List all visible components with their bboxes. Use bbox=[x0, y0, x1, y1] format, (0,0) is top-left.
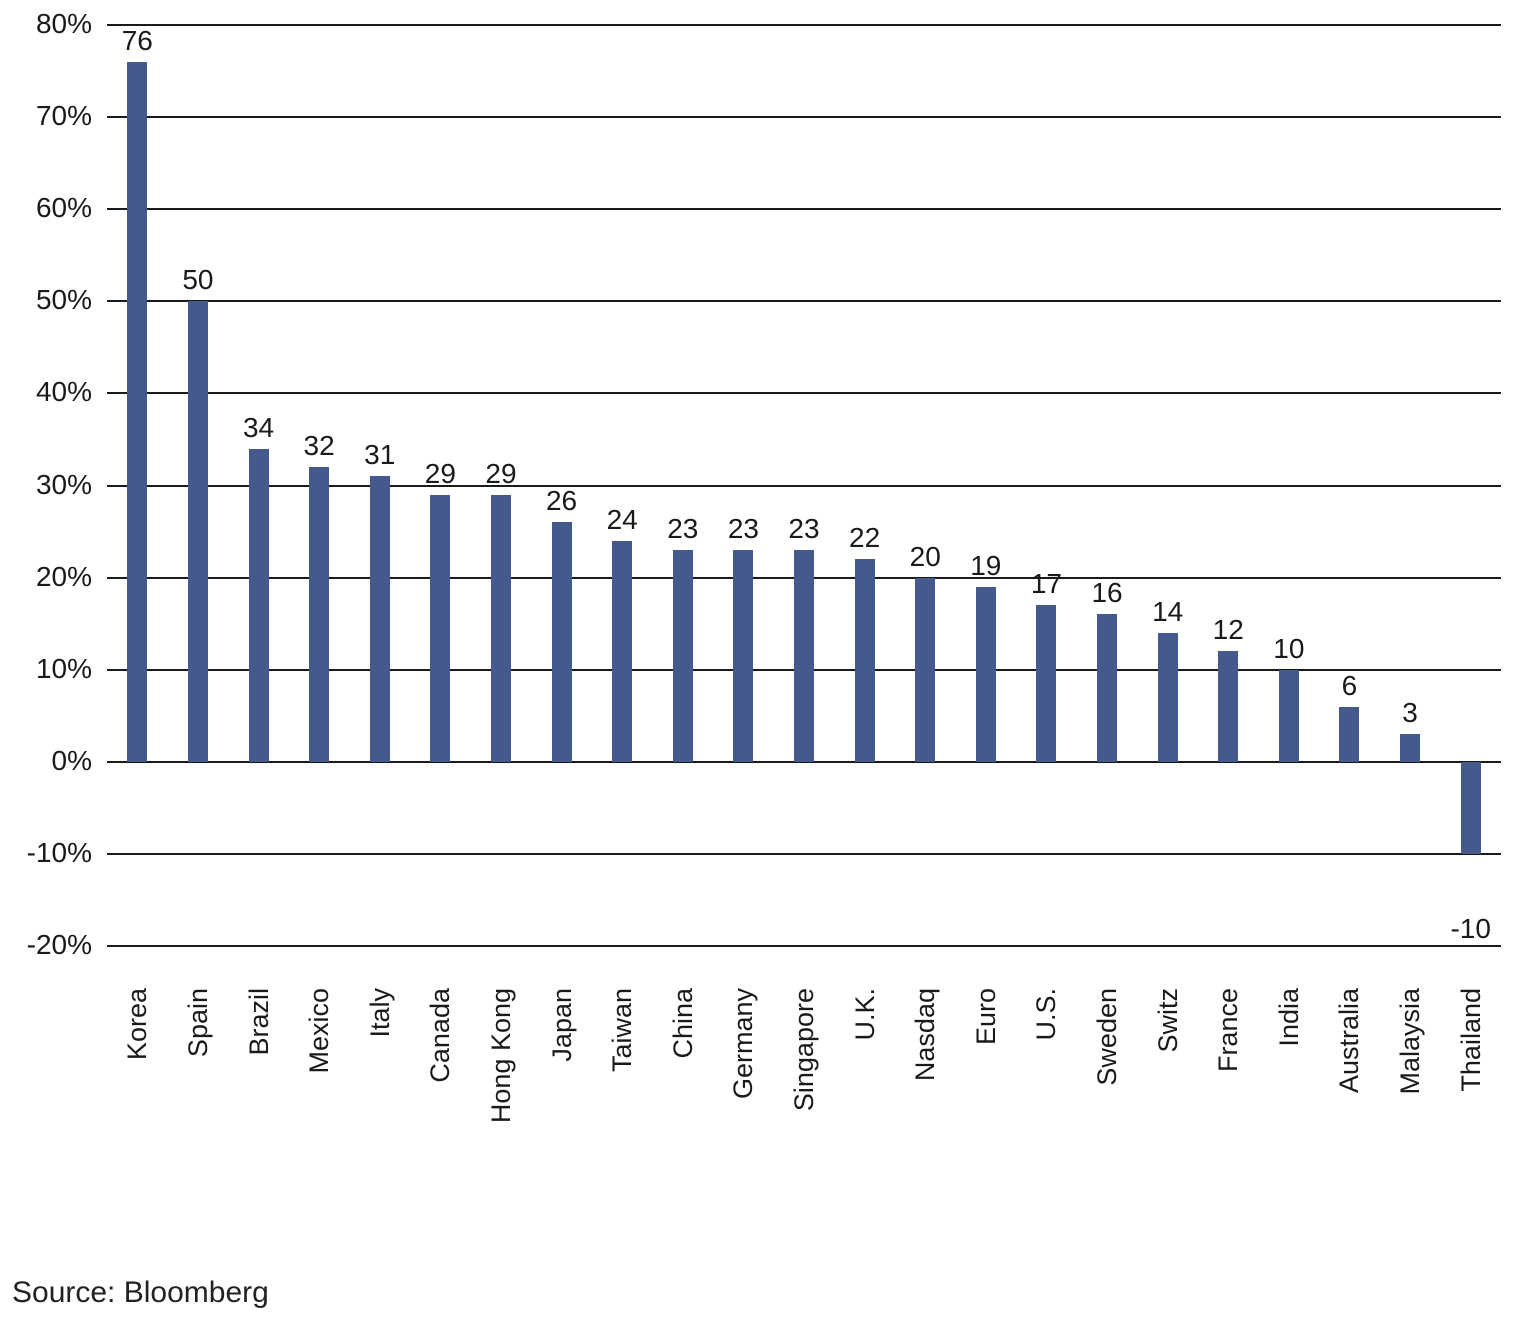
y-tick-label: -20% bbox=[26, 929, 92, 960]
bar-japan bbox=[551, 522, 572, 762]
value-label: 34 bbox=[242, 411, 275, 443]
x-axis-label-thailand: Thailand bbox=[1455, 988, 1486, 1092]
gridline--20 bbox=[107, 945, 1501, 947]
y-tick-label: 80% bbox=[35, 8, 92, 39]
x-axis-label-mexico: Mexico bbox=[304, 988, 335, 1074]
bar-hong-kong bbox=[490, 494, 511, 762]
y-tick-label: 40% bbox=[35, 376, 92, 408]
x-axis-label-switz: Switz bbox=[1152, 988, 1183, 1053]
value-label: 22 bbox=[849, 522, 881, 554]
source-note: Source: Bloomberg bbox=[12, 1276, 269, 1309]
gridline--10 bbox=[107, 852, 1501, 855]
value-label: 23 bbox=[788, 512, 820, 544]
y-tick-label: 60% bbox=[35, 192, 92, 224]
x-axis-label-india: India bbox=[1273, 988, 1304, 1047]
y-tick-label: 20% bbox=[35, 560, 92, 592]
value-label: 31 bbox=[364, 439, 396, 471]
bar-singapore bbox=[794, 549, 814, 762]
y-tick-label: 0% bbox=[51, 744, 92, 776]
value-label: 17 bbox=[1030, 568, 1062, 600]
x-axis-label-u-k-: U.K. bbox=[849, 988, 880, 1041]
y-tick-label: 10% bbox=[35, 652, 92, 684]
value-label: 6 bbox=[1341, 669, 1358, 701]
bar-australia bbox=[1339, 706, 1360, 762]
y-tick-label: 50% bbox=[35, 284, 92, 316]
value-label: 23 bbox=[667, 512, 699, 544]
x-axis-label-malaysia: Malaysia bbox=[1395, 988, 1426, 1095]
value-label: 12 bbox=[1212, 614, 1244, 646]
y-tick-label: 70% bbox=[35, 100, 92, 132]
value-label: 76 bbox=[121, 24, 153, 56]
x-axis-label-taiwan: Taiwan bbox=[607, 988, 638, 1073]
bar-u-s- bbox=[1036, 605, 1057, 762]
bar-france bbox=[1218, 651, 1239, 762]
gridline-50 bbox=[107, 300, 1501, 303]
bar-india bbox=[1278, 669, 1299, 762]
plot-area: 76 50 34 32 31 29 29 26 24 23 23 23 22 20 19 17 16 14 12 10… bbox=[107, 24, 1501, 947]
bar-thailand bbox=[1460, 761, 1481, 854]
value-label: 32 bbox=[303, 430, 335, 462]
value-label: 19 bbox=[970, 549, 1002, 581]
value-label: 16 bbox=[1091, 577, 1123, 609]
x-axis-label-france: France bbox=[1213, 988, 1244, 1073]
x-axis-label-canada: Canada bbox=[425, 988, 456, 1083]
gridline-30 bbox=[107, 484, 1501, 487]
x-axis-label-korea: Korea bbox=[122, 988, 153, 1061]
bar-spain bbox=[187, 301, 208, 762]
value-label: 23 bbox=[727, 512, 759, 544]
y-tick-label: -10% bbox=[26, 836, 92, 868]
x-axis-label-hong-kong: Hong Kong bbox=[485, 988, 516, 1124]
gridline-70 bbox=[107, 116, 1501, 119]
value-label: 29 bbox=[485, 457, 517, 489]
gridline-40 bbox=[107, 392, 1501, 395]
x-axis-label-nasdaq: Nasdaq bbox=[910, 988, 941, 1082]
bar-malaysia bbox=[1400, 734, 1421, 762]
bar-taiwan bbox=[612, 540, 633, 762]
gridline-60 bbox=[107, 208, 1501, 211]
bar-switz bbox=[1157, 632, 1178, 762]
x-axis-label-germany: Germany bbox=[728, 988, 759, 1100]
bar-italy bbox=[369, 476, 390, 762]
x-axis-label-sweden: Sweden bbox=[1092, 988, 1123, 1086]
value-label: 3 bbox=[1402, 697, 1418, 729]
x-axis-label-australia: Australia bbox=[1334, 988, 1365, 1094]
bar-brazil bbox=[248, 448, 269, 762]
x-axis-label-japan: Japan bbox=[546, 988, 577, 1062]
x-axis-label-italy: Italy bbox=[364, 988, 395, 1038]
x-axis-label-euro: Euro bbox=[970, 988, 1001, 1046]
value-label: 24 bbox=[606, 503, 638, 535]
value-label: 50 bbox=[182, 264, 214, 296]
x-axis-label-u-s-: U.S. bbox=[1031, 988, 1062, 1041]
bar-china bbox=[672, 549, 693, 762]
y-tick-label: 30% bbox=[35, 468, 92, 500]
x-axis-label-brazil: Brazil bbox=[243, 988, 274, 1056]
bar-germany bbox=[733, 549, 754, 762]
bar-korea bbox=[127, 61, 148, 762]
value-label: 29 bbox=[424, 457, 456, 489]
gridline-0 bbox=[107, 760, 1501, 763]
value-label: 20 bbox=[909, 540, 941, 572]
value-label: -10 bbox=[1450, 912, 1491, 944]
bar-sweden bbox=[1097, 614, 1118, 762]
value-label: 26 bbox=[545, 485, 578, 517]
bar-u-k- bbox=[854, 559, 875, 762]
x-axis-label-singapore: Singapore bbox=[789, 988, 819, 1112]
x-axis-label-china: China bbox=[667, 988, 698, 1059]
bar-mexico bbox=[309, 467, 330, 762]
x-axis-label-spain: Spain bbox=[182, 988, 213, 1058]
value-label: 10 bbox=[1273, 632, 1305, 664]
gridline-80 bbox=[107, 24, 1501, 26]
value-label: 14 bbox=[1152, 595, 1184, 627]
bar-nasdaq bbox=[915, 577, 936, 762]
bar-euro bbox=[975, 586, 996, 762]
bar-canada bbox=[430, 494, 451, 762]
